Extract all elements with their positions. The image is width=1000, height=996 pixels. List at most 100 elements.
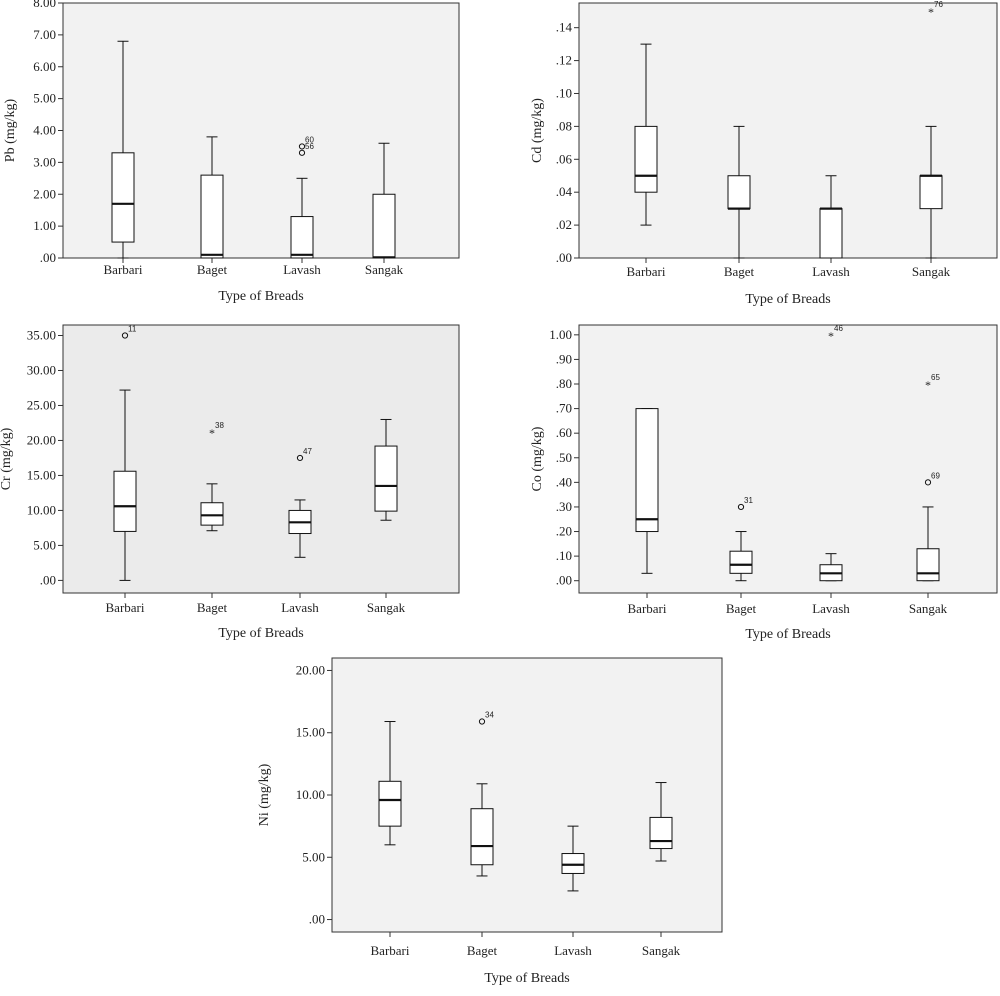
outlier-star: * [925, 378, 931, 392]
x-axis-title: Type of Breads [745, 627, 830, 642]
box-iqr [200, 174, 224, 259]
y-tick-label: .02 [556, 217, 572, 232]
outlier-label: 34 [485, 711, 494, 720]
y-tick-label: 15.00 [296, 725, 325, 740]
x-tick-label: Barbari [628, 601, 667, 616]
box-sangak [649, 782, 673, 862]
chart-co-svg: .00 .10 .20 .30 .40 .50 .60 .70 .80 .90 1.00 Barbar… [530, 324, 998, 642]
outlier-label: 69 [931, 471, 940, 480]
outlier-label: 76 [934, 0, 943, 9]
box-barbari [634, 43, 658, 226]
y-tick-label: 20.00 [296, 662, 325, 677]
chart-cr-svg: .00 5.00 10.00 15.00 20.00 25.00 30.00 35.00 Bar… [0, 324, 460, 641]
box-sangak [374, 418, 398, 521]
y-tick-label: 1.00 [33, 218, 56, 233]
y-tick-label: 7.00 [33, 27, 56, 42]
x-tick-label: Sangak [912, 264, 951, 279]
y-tick-label: 1.00 [549, 327, 572, 342]
x-tick-label: Sangak [909, 601, 948, 616]
chart-cd-svg: .00 .02 .04 .06 .08 .10 .12 .14 Barbari Baget Lava… [530, 0, 998, 307]
box-iqr [819, 208, 843, 259]
outlier-label: 47 [303, 447, 312, 456]
outlier-label: 56 [305, 142, 314, 151]
box-lavash: *46 [819, 324, 843, 582]
y-tick-label: .80 [556, 376, 572, 391]
box-baget: *38 [200, 421, 224, 532]
x-axis-title: Type of Breads [745, 292, 830, 307]
chart-ni-svg: .00 5.00 10.00 15.00 20.00 Barbari Baget Lavash… [257, 657, 723, 986]
box-iqr [919, 175, 943, 210]
y-tick-label: .50 [556, 450, 572, 465]
box-iqr [561, 853, 585, 874]
outlier-circle [737, 503, 745, 511]
chart-ni: .00 5.00 10.00 15.00 20.00 Barbari Baget Lavash… [250, 655, 750, 991]
outlier-label: 38 [215, 421, 224, 430]
y-tick-label: .00 [40, 250, 56, 265]
x-axis-title: Type of Breads [218, 626, 303, 641]
y-tick-label: 2.00 [33, 186, 56, 201]
box-lavash [819, 175, 843, 259]
x-tick-label: Baget [724, 264, 755, 279]
box-barbari [111, 40, 135, 259]
box-iqr [111, 152, 135, 243]
y-tick-label: 8.00 [33, 0, 56, 10]
x-tick-label: Lavash [812, 264, 850, 279]
y-tick-label: 5.00 [302, 849, 325, 864]
box-lavash: 47 [288, 447, 312, 558]
outlier-label: 46 [834, 324, 843, 333]
box-iqr [729, 550, 753, 574]
y-tick-label: 5.00 [33, 91, 56, 106]
box-iqr [372, 193, 396, 259]
y-tick-label: .20 [556, 524, 572, 539]
y-axis-title: Co (mg/kg) [530, 426, 545, 491]
x-tick-label: Sangak [642, 943, 681, 958]
y-axis-title: Pb (mg/kg) [3, 98, 18, 162]
x-tick-label: Lavash [281, 600, 319, 615]
y-tick-label: 4.00 [33, 123, 56, 138]
x-tick-label: Lavash [283, 262, 321, 277]
x-tick-label: Baget [726, 601, 757, 616]
y-tick-label: 15.00 [27, 467, 56, 482]
y-axis-title: Cr (mg/kg) [0, 427, 14, 490]
box-baget [200, 136, 224, 259]
y-tick-label: 10.00 [296, 787, 325, 802]
box-sangak: *76 [919, 0, 943, 259]
outlier-star: * [828, 329, 834, 343]
box-barbari [635, 408, 659, 574]
y-axis-title: Cd (mg/kg) [530, 98, 545, 163]
box-sangak: *65 69 [916, 373, 940, 582]
box-baget [727, 125, 751, 259]
x-tick-label: Baget [467, 943, 498, 958]
box-iqr [290, 216, 314, 259]
y-axis-title: Ni (mg/kg) [257, 763, 272, 826]
outlier-circle [121, 332, 129, 339]
outlier-circle [296, 454, 304, 462]
box-iqr [916, 548, 940, 582]
outlier-label: 11 [128, 324, 137, 333]
y-tick-label: 25.00 [27, 397, 56, 412]
chart-pb-svg: .00 1.00 2.00 3.00 4.00 5.00 6.00 7.00 8.00 Barba… [3, 0, 460, 304]
outlier-label: 31 [744, 496, 753, 505]
y-tick-label: 3.00 [33, 154, 56, 169]
box-iqr [634, 125, 658, 193]
outlier-label: 65 [931, 373, 940, 382]
y-tick-label: .04 [556, 184, 573, 199]
outlier-star: * [209, 426, 215, 440]
y-tick-label: .00 [556, 573, 572, 588]
x-tick-label: Sangak [365, 262, 404, 277]
box-barbari [378, 721, 402, 846]
x-tick-label: Barbari [371, 943, 410, 958]
outlier-circle [298, 143, 306, 150]
box-iqr [200, 502, 224, 526]
y-tick-label: 30.00 [27, 362, 56, 377]
box-iqr [378, 780, 402, 827]
y-tick-label: .00 [556, 250, 572, 265]
box-iqr [649, 816, 673, 850]
box-iqr [374, 445, 398, 512]
y-tick-label: .14 [556, 20, 573, 35]
y-tick-label: 20.00 [27, 432, 56, 447]
y-tick-label: .60 [556, 425, 572, 440]
y-tick-label: .70 [556, 401, 572, 416]
y-tick-label: 5.00 [33, 537, 56, 552]
box-iqr [635, 408, 659, 533]
